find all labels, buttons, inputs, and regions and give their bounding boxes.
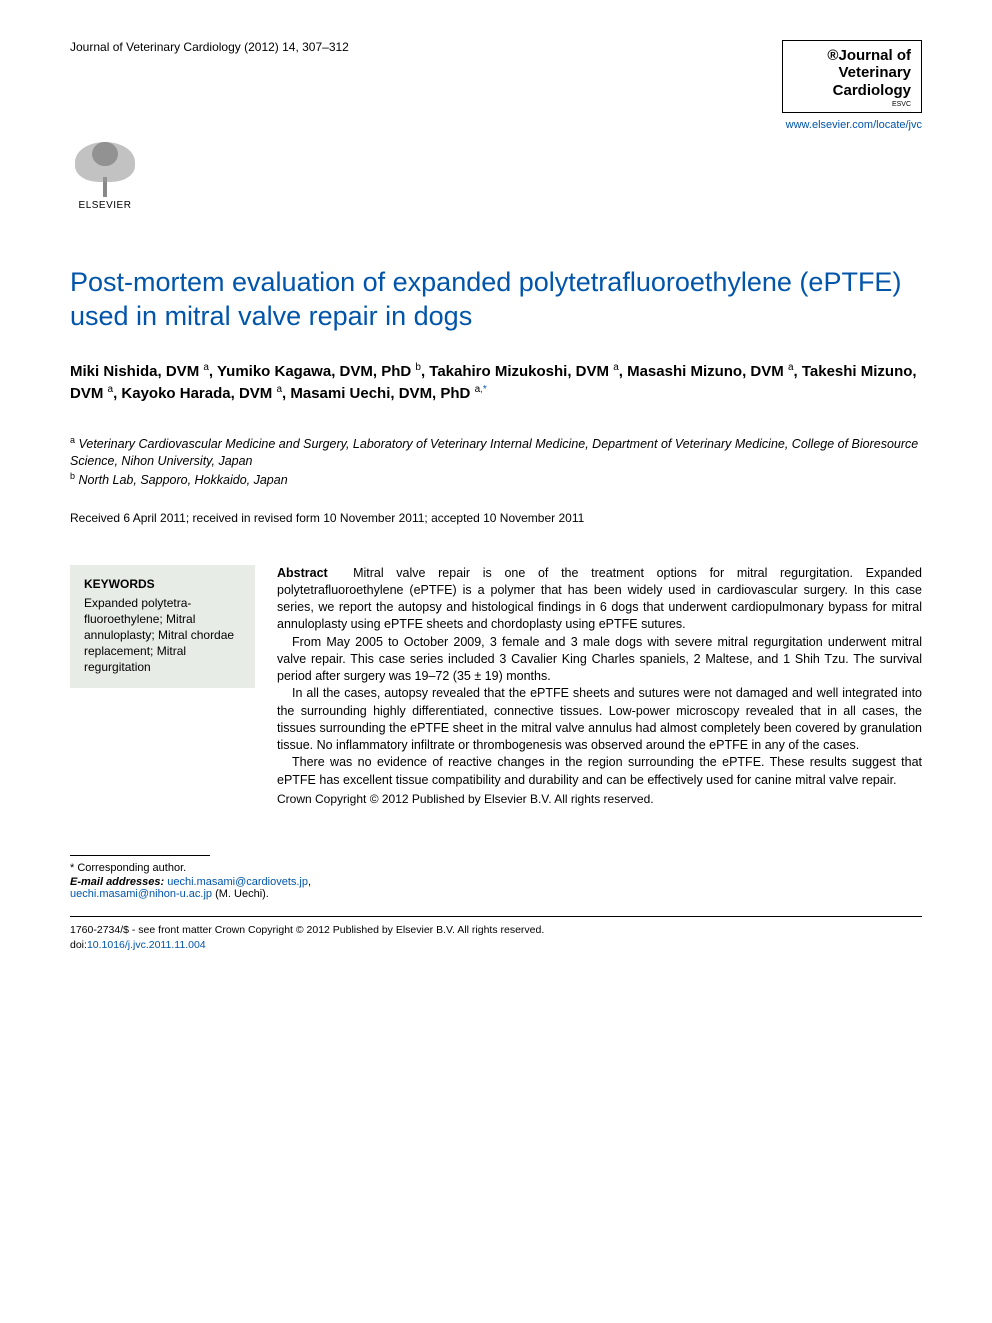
journal-box-line1: ®Journal of <box>793 47 911 64</box>
journal-line1: Journal of <box>838 47 911 64</box>
email-link-2[interactable]: uechi.masami@nihon-u.ac.jp <box>70 888 212 900</box>
corresponding-author-note: * Corresponding author. <box>70 862 922 874</box>
abstract-p2: From May 2005 to October 2009, 3 female … <box>277 634 922 686</box>
article-dates: Received 6 April 2011; received in revis… <box>70 511 922 525</box>
abstract-label: Abstract <box>277 566 328 580</box>
keywords-heading: KEYWORDS <box>84 577 241 591</box>
issn-line: 1760-2734/$ - see front matter Crown Cop… <box>70 923 922 937</box>
doi-link[interactable]: 10.1016/j.jvc.2011.11.004 <box>87 939 206 951</box>
journal-box-line2: Veterinary <box>793 64 911 81</box>
abstract-p4: There was no evidence of reactive change… <box>277 754 922 789</box>
registered-icon: ® <box>827 47 838 64</box>
elsevier-logo: ELSEVIER <box>70 131 140 211</box>
doi-line: doi:10.1016/j.jvc.2011.11.004 <box>70 938 922 952</box>
journal-box-line3: Cardiology <box>793 82 911 99</box>
email-link-1[interactable]: uechi.masami@cardiovets.jp <box>167 876 308 888</box>
abstract-copyright: Crown Copyright © 2012 Published by Else… <box>277 791 922 808</box>
journal-box-wrapper: ®Journal of Veterinary Cardiology ESVC w… <box>782 40 922 131</box>
journal-url-link[interactable]: www.elsevier.com/locate/jvc <box>782 119 922 131</box>
article-title: Post-mortem evaluation of expanded polyt… <box>70 266 922 334</box>
elsevier-logo-text: ELSEVIER <box>79 200 132 211</box>
header-row: Journal of Veterinary Cardiology (2012) … <box>70 40 922 131</box>
abstract-p1: Abstract Mitral valve repair is one of t… <box>277 565 922 634</box>
elsevier-tree-icon <box>75 142 135 197</box>
journal-box-subline: ESVC <box>793 101 911 108</box>
affiliations-block: a Veterinary Cardiovascular Medicine and… <box>70 434 922 489</box>
email-label: E-mail addresses: <box>70 876 164 888</box>
bottom-meta: 1760-2734/$ - see front matter Crown Cop… <box>70 923 922 951</box>
abstract-p3: In all the cases, autopsy revealed that … <box>277 685 922 754</box>
bottom-separator <box>70 916 922 917</box>
email-author: (M. Uechi). <box>215 888 269 900</box>
logo-row: ELSEVIER <box>70 131 922 211</box>
journal-reference: Journal of Veterinary Cardiology (2012) … <box>70 40 349 54</box>
authors-block: Miki Nishida, DVM a, Yumiko Kagawa, DVM,… <box>70 361 922 404</box>
abstract-p1-text: Mitral valve repair is one of the treatm… <box>277 566 922 632</box>
email-line: E-mail addresses: uechi.masami@cardiovet… <box>70 876 922 900</box>
footnote-separator <box>70 855 210 856</box>
keywords-box: KEYWORDS Expanded polytetra-fluoroethyle… <box>70 565 255 688</box>
keywords-list: Expanded polytetra-fluoroethylene; Mitra… <box>84 595 241 676</box>
content-row: KEYWORDS Expanded polytetra-fluoroethyle… <box>70 565 922 808</box>
journal-title-box: ®Journal of Veterinary Cardiology ESVC <box>782 40 922 113</box>
abstract-column: Abstract Mitral valve repair is one of t… <box>277 565 922 808</box>
doi-prefix: doi: <box>70 939 87 951</box>
